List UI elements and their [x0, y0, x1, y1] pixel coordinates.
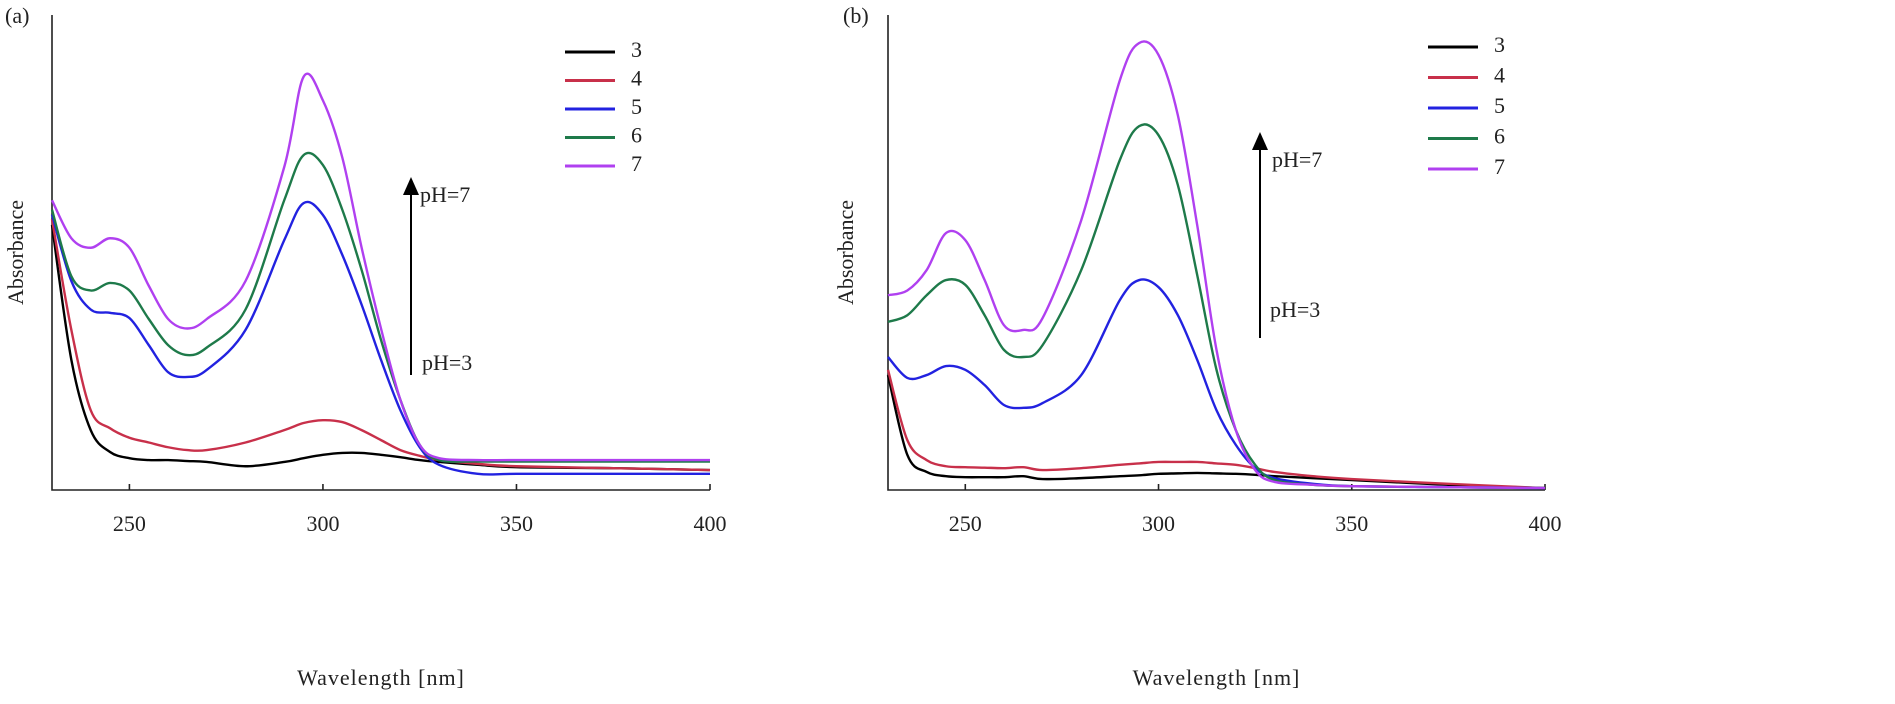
- series-line: [886, 369, 1546, 490]
- x-tick-label: 300: [306, 511, 339, 536]
- series-line: [886, 374, 1546, 490]
- legend-label: 5: [631, 94, 642, 119]
- x-tick-label: 250: [949, 511, 982, 536]
- series-line: [887, 278, 1546, 490]
- legend-label: 4: [1494, 63, 1505, 88]
- series-line: [50, 72, 710, 462]
- series-line: [50, 200, 711, 476]
- legend-label: 3: [631, 37, 642, 62]
- legend-label: 7: [631, 151, 642, 176]
- legend-label: 6: [631, 123, 642, 148]
- x-tick-label: 250: [113, 511, 146, 536]
- series-line: [887, 40, 1546, 490]
- annotation: pH=3: [1270, 297, 1320, 322]
- legend-label: 4: [631, 66, 642, 91]
- x-tick-label: 300: [1142, 511, 1175, 536]
- legend-label: 6: [1494, 124, 1505, 149]
- legend-label: 5: [1494, 93, 1505, 118]
- series-line: [887, 123, 1546, 490]
- y-axis-label: Absorbance: [3, 200, 28, 305]
- panel-label: (a): [5, 3, 29, 28]
- x-tick-label: 350: [1335, 511, 1368, 536]
- series-line: [50, 219, 711, 472]
- annotation: pH=3: [422, 350, 472, 375]
- axes: [51, 15, 710, 491]
- x-tick-label: 400: [694, 511, 727, 536]
- series-line: [50, 151, 710, 463]
- panel-label: (b): [843, 3, 869, 28]
- axes: [887, 15, 1545, 491]
- x-tick-label: 350: [500, 511, 533, 536]
- legend-label: 3: [1494, 32, 1505, 57]
- annotation: pH=7: [1272, 147, 1322, 172]
- legend-label: 7: [1494, 154, 1505, 179]
- x-tick-label: 400: [1529, 511, 1562, 536]
- x-axis-label: Wavelength [nm]: [1133, 665, 1301, 690]
- y-axis-label: Absorbance: [833, 200, 858, 305]
- x-axis-label: Wavelength [nm]: [297, 665, 465, 690]
- annotation: pH=7: [420, 182, 470, 207]
